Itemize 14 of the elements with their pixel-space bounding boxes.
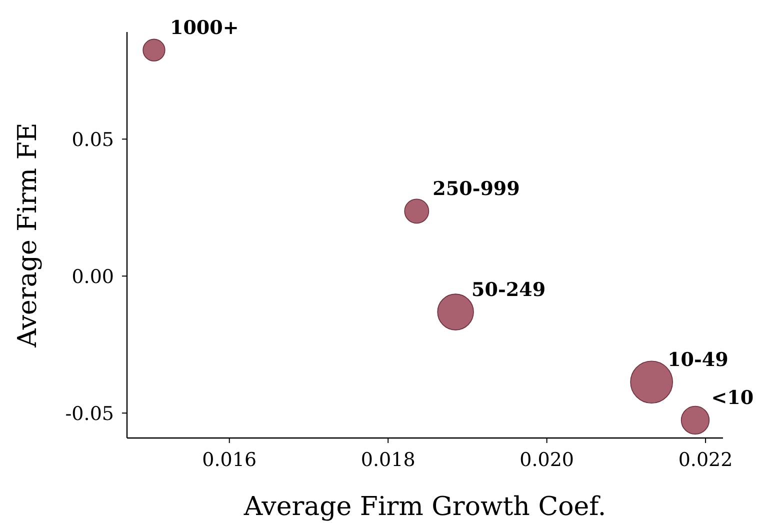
y-tick-label: 0.05	[72, 129, 114, 152]
x-tick-label: 0.020	[520, 449, 574, 471]
y-tick-label: 0.00	[72, 266, 114, 288]
x-tick-label: 0.022	[678, 449, 733, 471]
x-tick-label: 0.016	[202, 449, 257, 471]
y-axis-title: Average Firm FE	[13, 122, 43, 348]
annotation: 250-999	[432, 178, 520, 200]
annotation: 50-249	[472, 278, 546, 301]
annotation: <10	[711, 387, 754, 410]
y-tick-label: -0.05	[65, 403, 114, 426]
annotation: 1000+	[170, 17, 239, 40]
x-tick-label: 0.018	[360, 449, 416, 471]
x-axis-title: Average Firm Growth Coef.	[242, 492, 606, 522]
annotation: 10-49	[668, 349, 728, 372]
